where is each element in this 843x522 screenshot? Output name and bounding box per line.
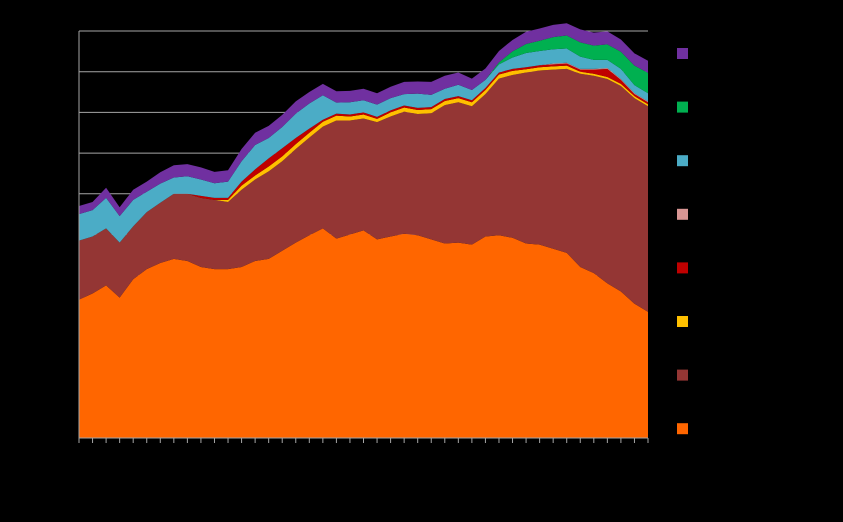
axes (78, 31, 649, 443)
legend-swatch-6 (677, 155, 688, 167)
series-area-6 (79, 48, 648, 243)
legend-swatch-3 (677, 316, 688, 327)
series-areas (79, 23, 648, 438)
series-area-7 (79, 35, 648, 217)
series-area-1 (79, 228, 648, 438)
legend-swatch-1 (677, 423, 688, 435)
legend-swatch-5 (677, 208, 688, 220)
series-area-2 (79, 68, 648, 312)
legend (677, 48, 688, 435)
legend-swatch-7 (677, 101, 688, 113)
legend-swatch-2 (677, 369, 688, 381)
legend-swatch-8 (677, 48, 688, 59)
series-area-8 (79, 23, 648, 217)
legend-swatch-4 (677, 262, 688, 274)
